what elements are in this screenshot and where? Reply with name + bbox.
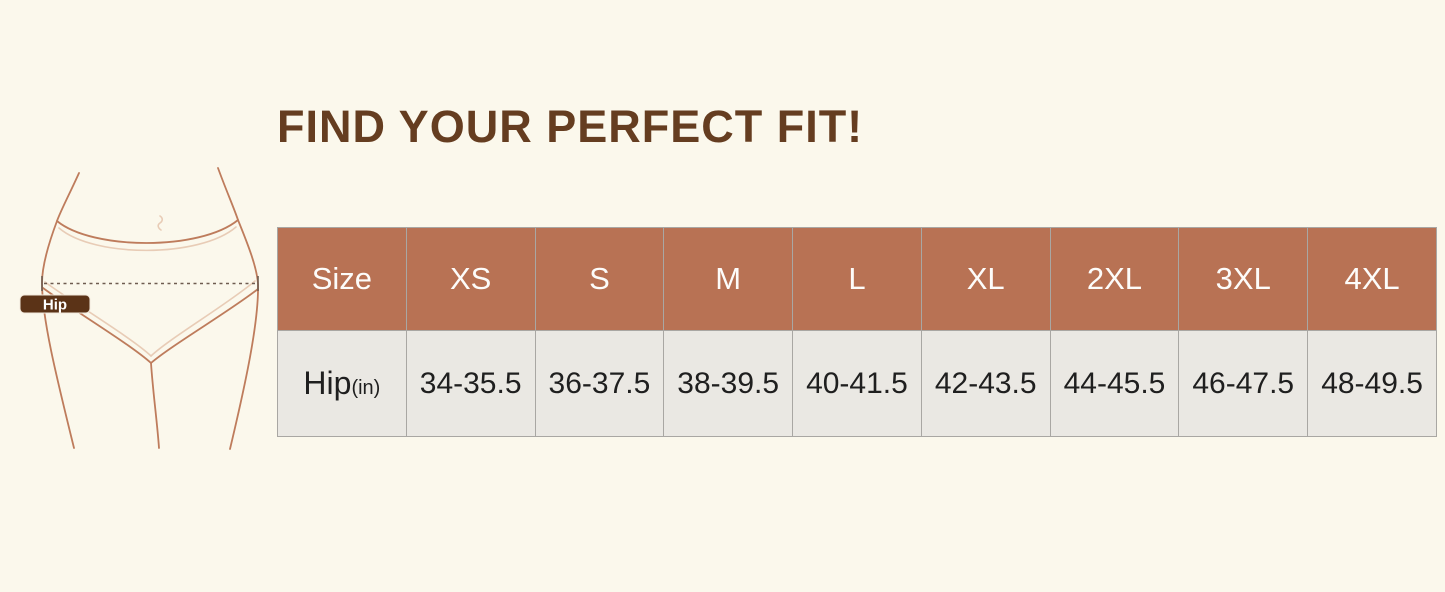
panty-leg-right-inner: [150, 280, 256, 357]
belly-button: [157, 215, 164, 231]
hip-badge: [19, 294, 91, 314]
header-cell-s: S: [534, 227, 665, 331]
header-cell-3xl: 3XL: [1178, 227, 1309, 331]
row-unit: (in): [351, 377, 381, 399]
body-line-art: Hip: [19, 167, 259, 450]
hip-measurement-illustration: Hip: [0, 148, 280, 468]
hip-value-2xl: 44-45.5: [1049, 330, 1180, 437]
header-cell-xs: XS: [405, 227, 536, 331]
right-torso-outline: [217, 167, 259, 450]
size-header-row: Size XS S M L XL 2XL 3XL 4XL: [277, 227, 1437, 331]
hip-value-xl: 42-43.5: [920, 330, 1051, 437]
header-cell-l: L: [792, 227, 922, 331]
hip-value-l: 40-41.5: [792, 330, 922, 437]
left-torso-outline: [41, 172, 80, 449]
header-cell-2xl: 2XL: [1049, 227, 1180, 331]
page-title: FIND YOUR PERFECT FIT!: [277, 101, 864, 152]
hip-value-3xl: 46-47.5: [1178, 330, 1309, 437]
hip-badge-label: Hip: [43, 297, 67, 314]
header-cell-size: Size: [277, 227, 407, 331]
hip-value-4xl: 48-49.5: [1307, 330, 1437, 437]
header-cell-m: M: [663, 227, 794, 331]
hip-value-m: 38-39.5: [663, 330, 794, 437]
panty-leg-left-inner: [44, 281, 152, 357]
panty-waistband-inner: [58, 226, 237, 252]
hip-measurement-row: Hip(in) 34-35.5 36-37.5 38-39.5 40-41.5 …: [277, 330, 1437, 437]
inner-thigh-line: [150, 362, 160, 449]
header-cell-xl: XL: [920, 227, 1051, 331]
size-chart-table: Size XS S M L XL 2XL 3XL 4XL Hip(in) 34-…: [277, 227, 1437, 437]
panty-waistband: [56, 219, 239, 244]
hip-value-xs: 34-35.5: [405, 330, 536, 437]
row-label-cell: Hip(in): [277, 330, 407, 437]
hip-value-s: 36-37.5: [534, 330, 665, 437]
row-label: Hip: [303, 365, 352, 401]
panty-leg-right: [150, 288, 259, 364]
header-cell-4xl: 4XL: [1307, 227, 1437, 331]
